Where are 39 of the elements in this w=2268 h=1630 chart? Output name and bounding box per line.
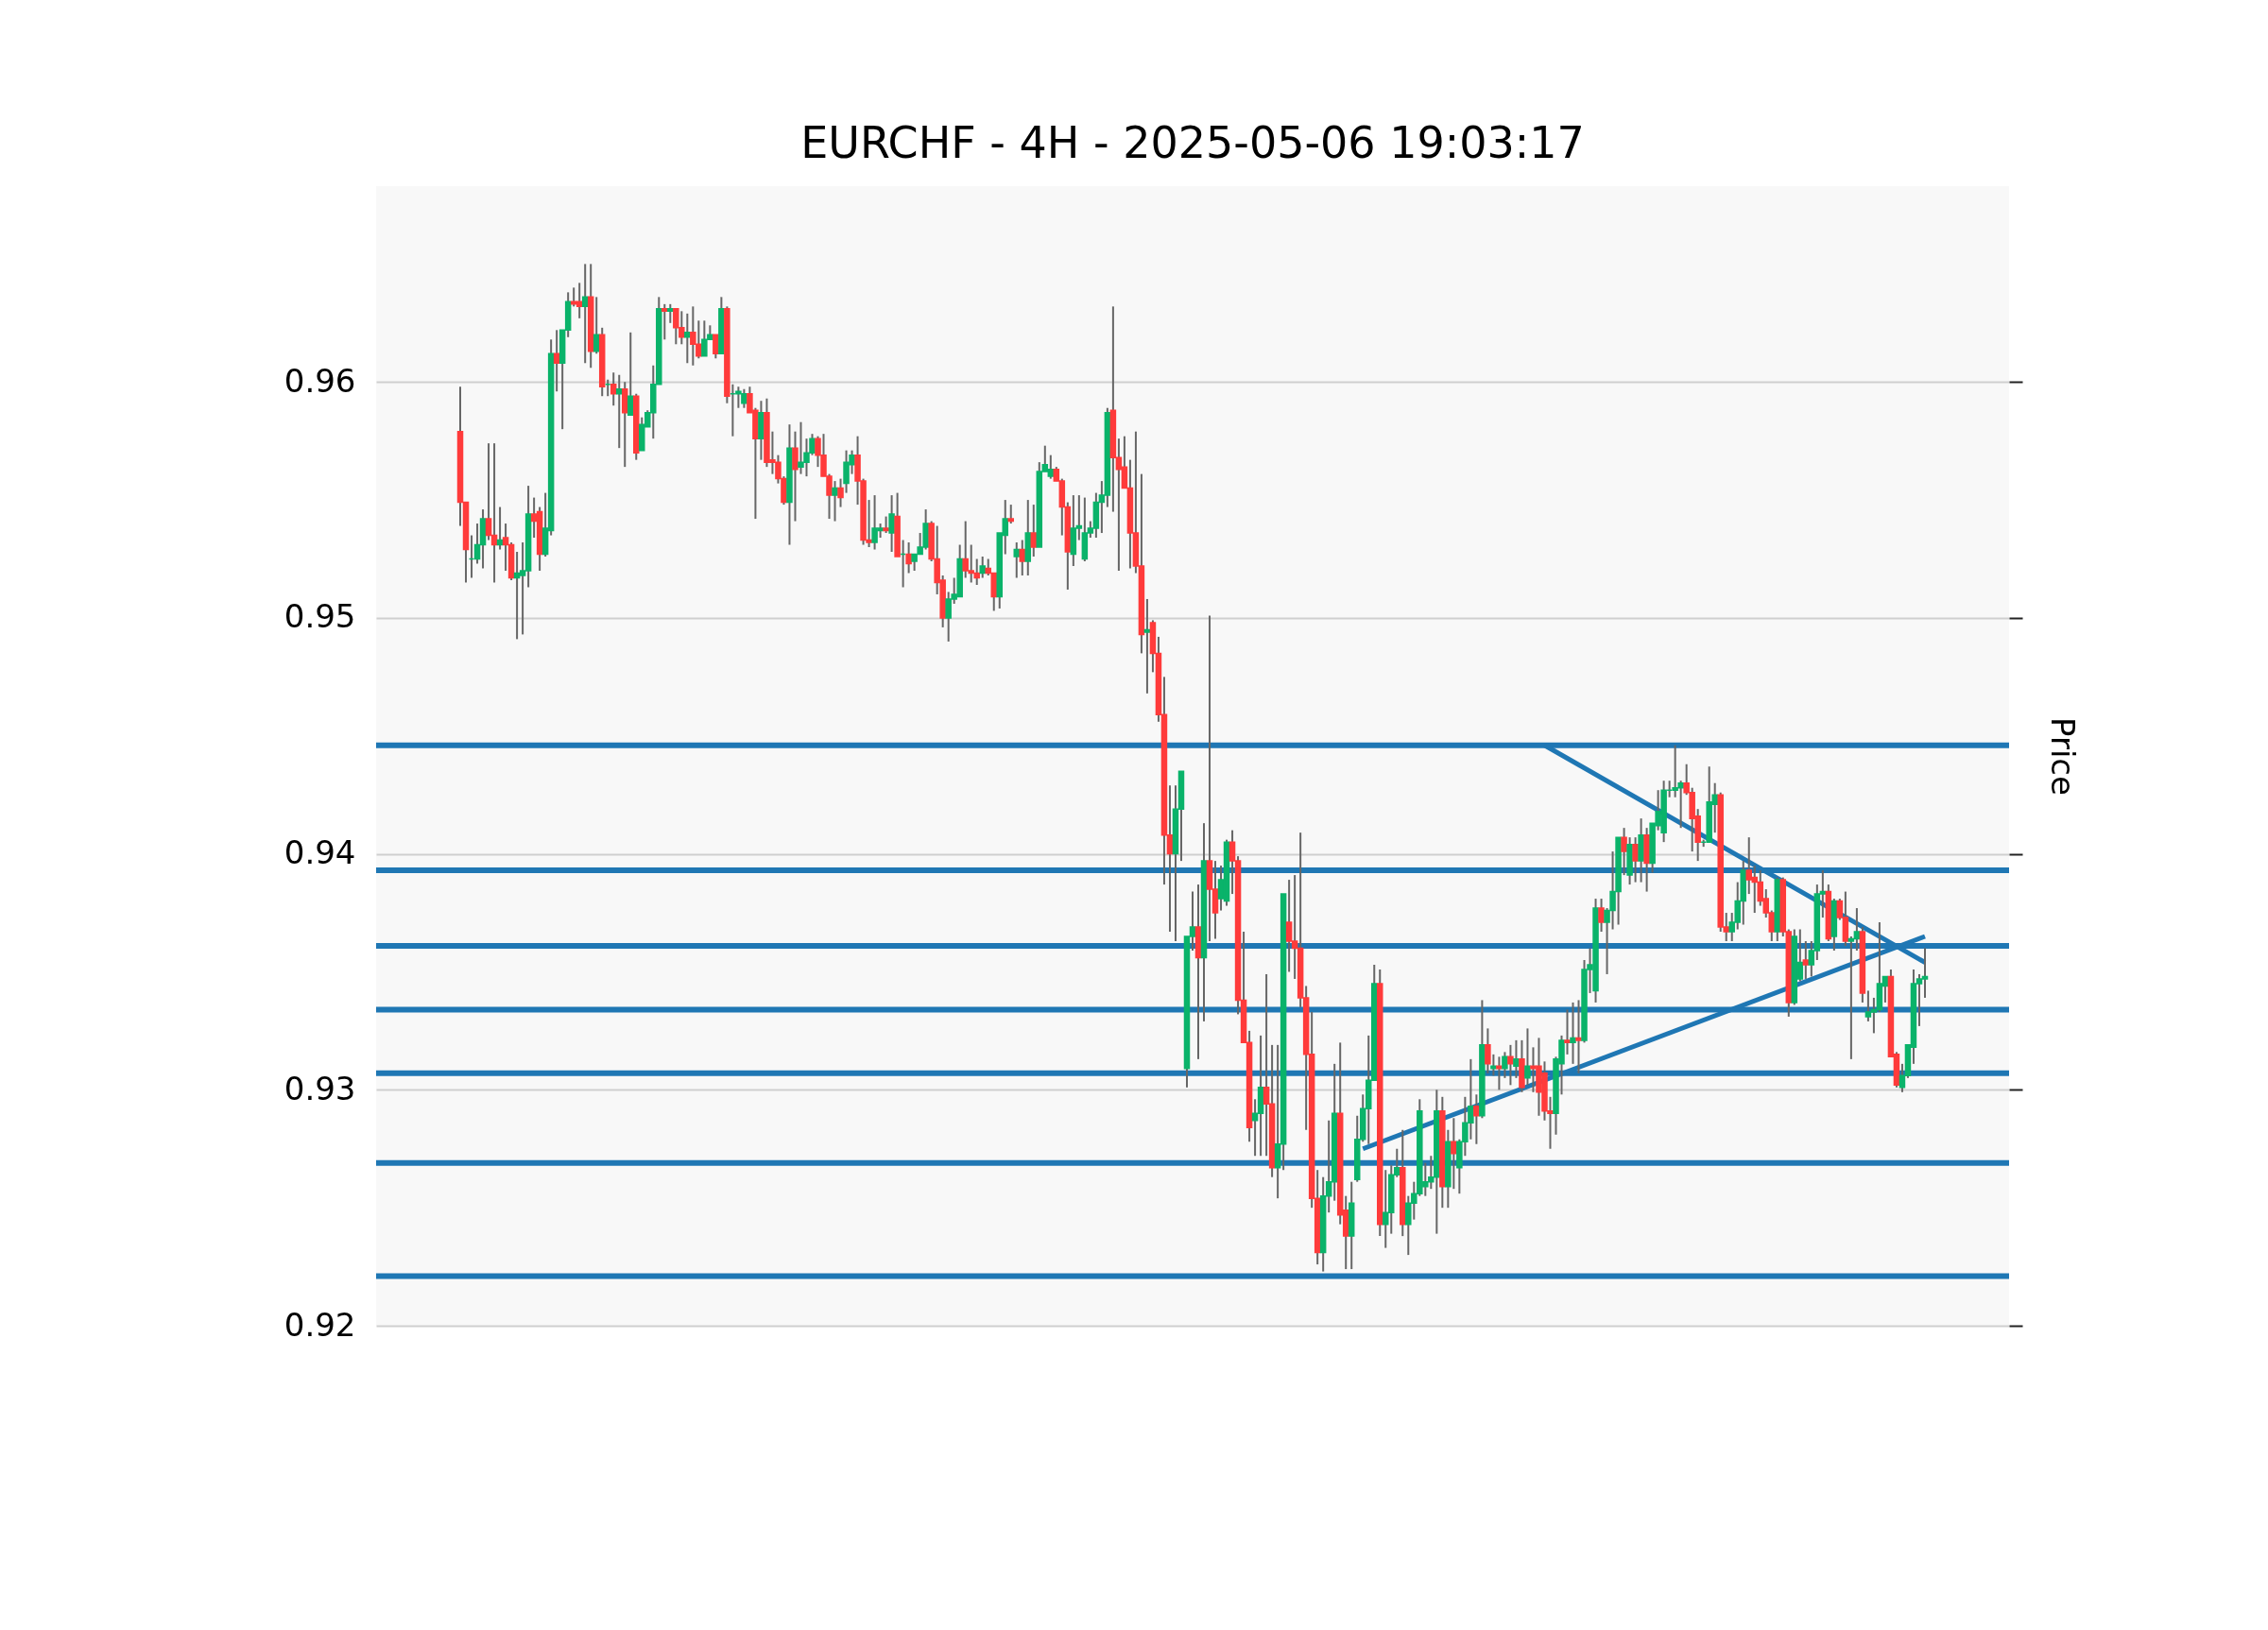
candlestick (1621, 827, 1627, 877)
candlestick (1496, 1055, 1503, 1091)
candlestick (832, 480, 838, 523)
candlestick (610, 371, 617, 407)
candlestick (1030, 504, 1038, 558)
candlestick (627, 331, 634, 417)
candlestick (713, 334, 719, 360)
y-axis-title: Price (2043, 717, 2082, 796)
candlestick (1564, 1008, 1571, 1055)
candlestick (496, 506, 504, 551)
candlestick (1632, 836, 1639, 884)
candlestick (1490, 1053, 1497, 1077)
candlestick (1598, 898, 1605, 934)
candlestick (667, 302, 674, 324)
candlestick (684, 312, 691, 365)
y-tick-label: 0.95 (284, 597, 356, 636)
candlestick (1007, 504, 1015, 525)
candlestick (1013, 541, 1021, 579)
candlestick (1570, 1001, 1576, 1065)
candlestick (1473, 1093, 1480, 1145)
candlestick (581, 263, 589, 365)
candlestick (888, 494, 895, 554)
y-tick-label: 0.93 (284, 1069, 356, 1107)
candlestick (615, 373, 623, 450)
candlestick (1019, 539, 1026, 576)
y-tick-label: 0.94 (284, 833, 356, 872)
candlestick (1451, 1117, 1457, 1191)
candlestick (1507, 1043, 1514, 1087)
candlestick (1575, 999, 1582, 1074)
candlestick (1513, 1038, 1520, 1079)
candlestick (662, 302, 668, 341)
y-tick-label: 0.96 (284, 361, 356, 400)
chart-title: EURCHF - 4H - 2025-05-06 19:03:17 (800, 117, 1585, 168)
candlestick (1485, 1027, 1491, 1074)
y-tick-label: 0.92 (284, 1305, 356, 1344)
candlestick (1143, 597, 1151, 695)
candlestick (553, 329, 560, 393)
candlestick (593, 296, 600, 355)
candlestick (1802, 940, 1810, 980)
